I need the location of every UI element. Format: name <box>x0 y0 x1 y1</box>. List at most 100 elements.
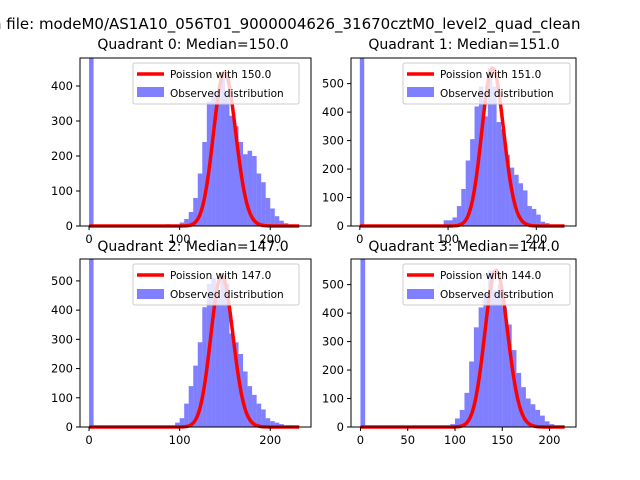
legend-observed-label: Observed distribution <box>440 88 554 100</box>
quadrant-0-plot: 0 100 200 0 100 200 300 400 <box>51 57 312 246</box>
y-tick-label: 0 <box>337 219 344 233</box>
legend-frame <box>132 263 300 306</box>
histogram-bar <box>252 394 257 427</box>
histogram-bar <box>360 259 366 427</box>
legend-frame <box>132 62 300 105</box>
histogram-bar <box>224 283 230 427</box>
quadrant-3-title: Quadrant 3: Median=144.0 <box>368 239 559 255</box>
histogram-bar <box>488 270 493 427</box>
histogram-bar <box>497 284 503 427</box>
histogram-bar <box>531 208 537 226</box>
histogram-bar <box>265 198 271 226</box>
histogram-bar <box>256 403 262 427</box>
legend-frame <box>402 62 571 105</box>
histogram-bar <box>521 387 526 427</box>
histogram-bar <box>224 93 230 226</box>
axes-frame <box>79 258 312 428</box>
histogram-bar <box>459 409 465 427</box>
legend-observed-label: Observed distribution <box>440 289 554 301</box>
histogram-bar <box>359 58 365 226</box>
histogram-bar <box>247 150 253 226</box>
x-tick-label: 200 <box>525 232 547 246</box>
histogram-bar <box>89 58 94 226</box>
histogram-bar <box>506 324 512 427</box>
legend-poisson-label: Poission with 144.0 <box>440 270 541 282</box>
histogram-bar <box>464 392 470 427</box>
legend-observed-label: Observed distribution <box>170 88 284 100</box>
histogram-bar <box>197 342 203 427</box>
y-tick-label: 500 <box>51 274 73 288</box>
histogram-bar <box>188 212 194 226</box>
legend-bar-swatch <box>137 289 164 299</box>
histogram-bar <box>261 409 266 427</box>
y-tick-label: 100 <box>322 191 344 205</box>
histogram-bar <box>220 275 225 427</box>
histogram-bar <box>530 404 536 427</box>
histogram-bar <box>518 183 524 226</box>
y-tick-label: 200 <box>322 363 344 377</box>
axes-frame <box>79 57 312 227</box>
histogram-bar <box>197 173 203 226</box>
quadrant-1-plot: 0 100 200 0 100 200 300 400 500 <box>322 57 577 246</box>
histogram-bar <box>234 342 239 427</box>
histogram-bar <box>188 386 194 427</box>
y-tick-label: 100 <box>51 391 73 405</box>
histogram-bar <box>243 371 248 427</box>
histogram-bar <box>256 173 262 226</box>
x-tick-label: 100 <box>169 232 191 246</box>
histogram-bar <box>470 139 475 226</box>
histogram-bar <box>473 327 479 427</box>
x-tick-label: 0 <box>85 232 92 246</box>
histogram-bar <box>540 415 545 427</box>
quadrant-1-title: Quadrant 1: Median=151.0 <box>368 37 559 53</box>
axes-frame <box>350 57 577 227</box>
x-tick-label: 200 <box>539 433 561 447</box>
histogram-bar <box>465 160 471 226</box>
y-tick-label: 200 <box>322 162 344 176</box>
quadrant-0-legend: Poission with 150.0 Observed distributio… <box>132 62 300 105</box>
legend-bar-swatch <box>407 289 434 299</box>
histogram-bar <box>492 86 497 226</box>
histogram-bar <box>492 290 498 427</box>
y-tick-label: 400 <box>322 105 344 119</box>
legend-bar-swatch <box>407 87 434 97</box>
histogram-bar <box>215 94 221 226</box>
y-tick-label: 200 <box>51 362 73 376</box>
y-tick-label: 300 <box>51 332 73 346</box>
histogram-bar <box>211 277 216 427</box>
histogram-bar <box>544 421 550 427</box>
histogram-bar <box>483 293 489 427</box>
quadrant-1-legend: Poission with 151.0 Observed distributio… <box>402 62 571 105</box>
quadrant-3-legend: Poission with 144.0 Observed distributio… <box>402 263 571 306</box>
quadrant-2-legend: Poission with 147.0 Observed distributio… <box>132 263 300 306</box>
histogram-bar <box>175 422 180 427</box>
x-tick-label: 100 <box>444 433 466 447</box>
x-tick-label: 150 <box>491 433 513 447</box>
histogram-bar <box>478 86 484 226</box>
figure-suptitle: n file: modeM0/AS1A10_056T01_9000004626_… <box>0 15 581 34</box>
y-tick-label: 0 <box>66 420 73 434</box>
histogram-bar <box>279 220 284 226</box>
y-tick-label: 300 <box>51 114 73 128</box>
histogram-bar <box>536 214 541 226</box>
x-tick-label: 200 <box>259 433 281 447</box>
histogram-bar <box>443 220 449 226</box>
y-tick-label: 100 <box>322 392 344 406</box>
histogram-bar <box>535 409 541 427</box>
legend-frame <box>402 263 571 306</box>
histogram-bar <box>184 403 189 427</box>
histogram-bar <box>238 142 244 226</box>
histogram-bar <box>456 206 462 226</box>
histogram-bar <box>193 365 198 427</box>
axes-frame <box>350 258 577 428</box>
histogram-bar <box>261 182 266 226</box>
x-tick-label: 100 <box>437 232 459 246</box>
histogram-bar <box>502 307 507 427</box>
histogram-bar <box>252 156 257 226</box>
legend-poisson-label: Poission with 151.0 <box>440 69 541 81</box>
histogram-bar <box>184 219 189 226</box>
histogram-bar <box>540 221 546 226</box>
histogram-bar <box>501 129 506 226</box>
histogram-bar <box>265 418 271 427</box>
y-tick-label: 0 <box>66 219 73 233</box>
